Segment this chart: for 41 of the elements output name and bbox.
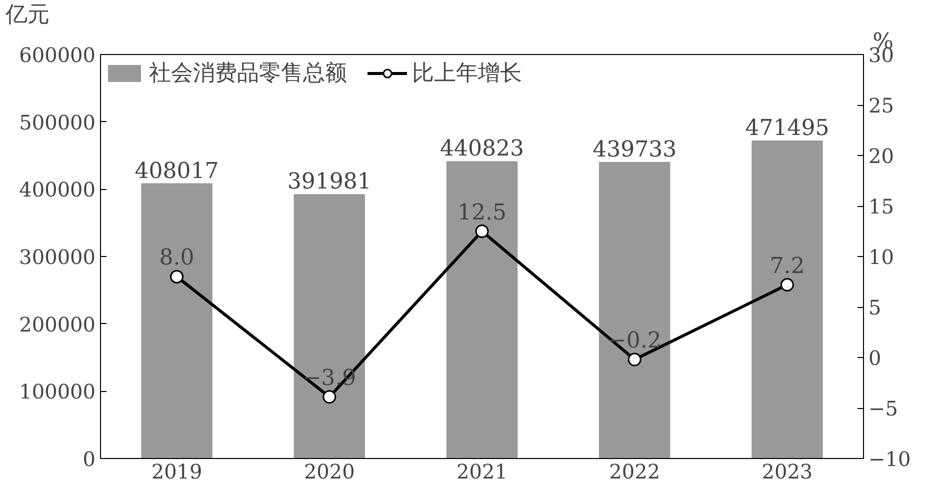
- y2-tick-label: 5: [868, 296, 882, 320]
- data-label: 408017: [134, 158, 219, 184]
- y-tick-label: 300000: [19, 245, 96, 269]
- y2-tick-label: 20: [868, 144, 894, 168]
- y-axis-title: 亿元: [4, 2, 50, 28]
- x-tick-label: 2021: [456, 460, 508, 484]
- legend-label: 比上年增长: [412, 60, 522, 88]
- x-tick-label: 2022: [609, 460, 660, 484]
- x-tick-label: 2019: [151, 460, 202, 484]
- point: [170, 270, 184, 284]
- y2-tick-label: 15: [868, 194, 894, 218]
- y2-tick-label: 25: [868, 94, 894, 118]
- data-label: 7.2: [770, 254, 805, 279]
- y-tick-label: 500000: [19, 110, 96, 134]
- x-tick-label: 2023: [762, 460, 813, 484]
- point: [780, 278, 794, 292]
- data-label: 440823: [440, 136, 524, 162]
- data-label: 8.0: [159, 246, 194, 271]
- legend-label: 社会消费品零售总额: [149, 60, 347, 88]
- y2-tick-label: −10: [868, 447, 911, 471]
- data-label: 391981: [287, 170, 372, 195]
- y2-tick-label: −5: [868, 396, 898, 420]
- y-tick-label: 200000: [19, 312, 96, 336]
- bar: [752, 140, 823, 458]
- point: [475, 224, 489, 238]
- x-tick-label: 2020: [304, 460, 355, 484]
- bar: [141, 183, 212, 458]
- bar: [599, 162, 670, 458]
- y-tick-label: 0: [82, 447, 96, 471]
- y2-tick-label: 0: [868, 346, 882, 370]
- data-label: 439733: [592, 137, 677, 162]
- y-tick-label: 400000: [19, 178, 96, 202]
- y2-tick-label: 10: [868, 245, 894, 269]
- bar: [446, 161, 518, 458]
- data-label: 12.5: [458, 200, 506, 226]
- y-tick-label: 600000: [19, 43, 96, 67]
- point: [322, 390, 336, 404]
- point: [628, 352, 642, 366]
- data-label: 471495: [745, 116, 830, 142]
- y-tick-label: 100000: [19, 380, 96, 404]
- bar: [294, 194, 365, 458]
